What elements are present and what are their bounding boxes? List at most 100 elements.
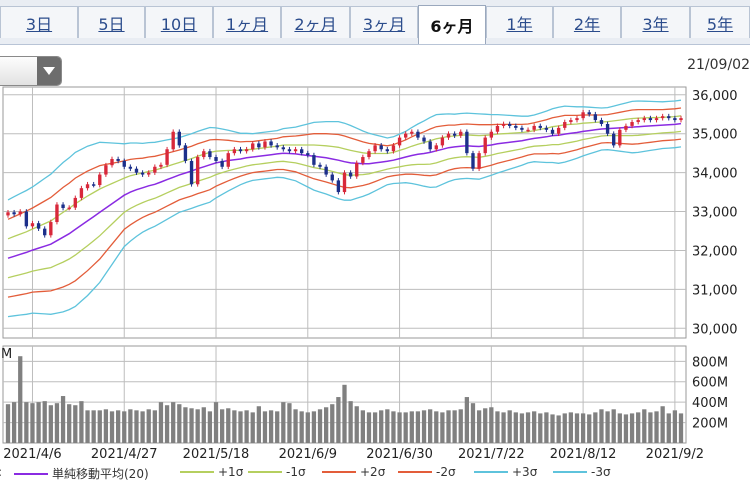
volume-bar: [587, 414, 592, 443]
candle-body: [171, 131, 175, 150]
volume-bar: [24, 402, 29, 443]
volume-bar: [250, 412, 255, 443]
volume-bar: [195, 409, 200, 443]
tab-0[interactable]: 3日: [0, 6, 78, 38]
volume-bar: [122, 411, 127, 443]
candle-body: [508, 123, 512, 126]
candle-body: [471, 153, 475, 169]
tab-10[interactable]: 5年: [690, 6, 750, 38]
candle-body: [654, 118, 659, 121]
volume-bar: [623, 414, 629, 443]
candle-body: [244, 149, 249, 152]
candle-body: [36, 223, 41, 229]
candle-body: [483, 137, 487, 154]
volume-unit-label: M: [1, 347, 12, 362]
candle-body: [673, 118, 677, 121]
candle-body: [544, 127, 549, 130]
volume-bar: [103, 409, 109, 443]
candle-body: [263, 141, 267, 148]
volume-bar: [409, 411, 414, 443]
legend-label: +2σ: [360, 465, 386, 479]
volume-bar: [574, 413, 580, 443]
volume-bar: [458, 409, 463, 443]
candle-body: [520, 127, 524, 130]
tab-3[interactable]: 1ヶ月: [213, 6, 281, 38]
x-tick-label: 2021/8/12: [550, 447, 617, 462]
legend-swatch: [248, 471, 282, 473]
candle-body: [238, 149, 243, 152]
volume-bar: [434, 411, 439, 443]
volume-bar: [654, 411, 659, 443]
candle-body: [318, 164, 322, 167]
chevron-down-icon[interactable]: [37, 57, 61, 85]
candle-body: [330, 174, 334, 181]
volume-bar: [73, 405, 78, 443]
tab-2[interactable]: 10日: [145, 6, 213, 38]
volume-tick-label: 200M: [692, 417, 728, 432]
tab-9[interactable]: 3年: [621, 6, 690, 38]
volume-bar: [36, 402, 41, 443]
candle-body: [147, 172, 151, 175]
volume-bar: [281, 402, 286, 443]
volume-bar: [238, 411, 243, 443]
band-line-plus1sigma: [7, 115, 682, 240]
candle-body: [287, 149, 292, 152]
legend-label: +3σ: [512, 465, 538, 479]
candle-body: [49, 222, 53, 236]
volume-bar: [519, 413, 525, 443]
volume-tick-label: 800M: [692, 355, 728, 370]
candle-body: [550, 129, 555, 134]
candle-body: [195, 157, 200, 185]
tab-6[interactable]: 6ヶ月: [418, 5, 486, 44]
volume-bar: [372, 412, 378, 443]
volume-bar: [629, 413, 635, 443]
candle-body: [624, 125, 628, 130]
volume-bar: [171, 402, 176, 443]
tab-1[interactable]: 5日: [78, 6, 145, 38]
volume-bar: [330, 404, 335, 443]
volume-bar: [183, 407, 188, 443]
tab-7[interactable]: 1年: [486, 6, 553, 38]
candle-body: [630, 122, 634, 126]
volume-bar: [67, 404, 72, 443]
band-line-plus2sigma: [7, 107, 682, 220]
volume-bar: [11, 402, 17, 443]
candle-body: [434, 145, 438, 150]
volume-bar: [648, 412, 653, 443]
candle-body: [67, 207, 71, 210]
candle-body: [556, 127, 561, 134]
volume-bar: [617, 413, 622, 443]
candle-body: [336, 180, 341, 193]
candle-body: [43, 228, 47, 236]
candle-body: [416, 131, 420, 138]
candle-body: [459, 131, 463, 136]
tab-5[interactable]: 3ヶ月: [350, 6, 418, 38]
volume-bar: [611, 409, 616, 443]
volume-bar: [201, 407, 206, 443]
candle-body: [165, 149, 169, 165]
tab-4[interactable]: 2ヶ月: [281, 6, 350, 38]
volume-bar: [421, 410, 427, 443]
volume-bar: [446, 410, 451, 443]
candle-body: [612, 133, 616, 146]
candle-body: [403, 133, 408, 138]
x-tick-label: 2021/4/6: [3, 447, 61, 462]
legend-prefix: :: [0, 465, 2, 479]
band-line-plus3sigma: [7, 99, 682, 201]
volume-bar: [317, 409, 323, 443]
volume-bar: [128, 409, 133, 443]
candle-body: [140, 172, 145, 175]
legend-label: -2σ: [436, 465, 456, 479]
candle-body: [220, 160, 224, 167]
candle-body: [410, 131, 414, 134]
tab-8[interactable]: 2年: [553, 6, 621, 38]
volume-bar: [219, 409, 225, 443]
chart-type-select[interactable]: [0, 56, 62, 86]
candle-body: [477, 153, 481, 169]
candle-body: [679, 118, 683, 121]
volume-bar: [428, 409, 433, 443]
candle-body: [189, 160, 194, 185]
volume-bar: [391, 411, 396, 443]
candle-body: [275, 145, 279, 148]
candle-body: [501, 123, 506, 126]
